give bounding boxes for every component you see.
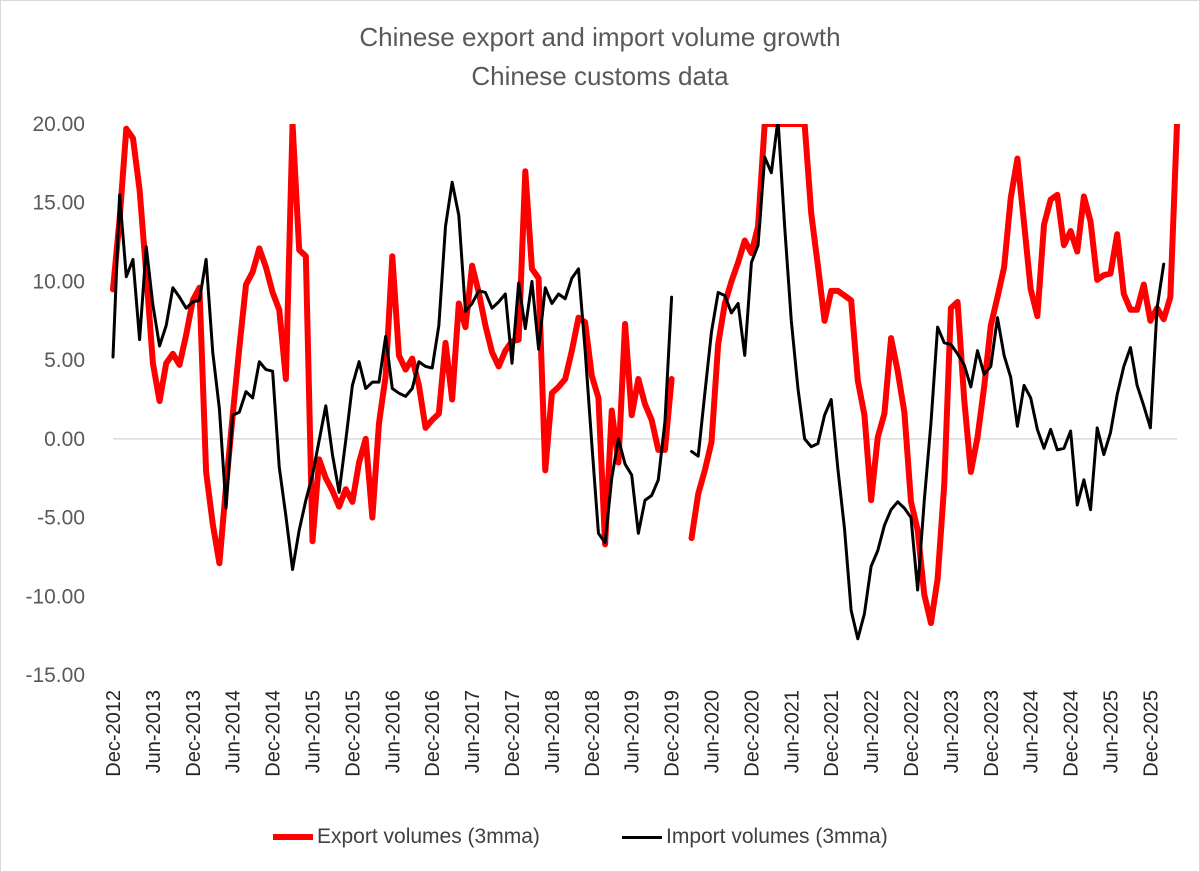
- y-tick-label: -5.00: [37, 507, 85, 530]
- y-tick-label: 15.00: [32, 192, 85, 215]
- x-tick-label: Dec-2013: [183, 690, 205, 777]
- x-tick-label: Dec-2023: [981, 690, 1003, 777]
- x-tick-label: Jun-2016: [382, 690, 404, 773]
- x-tick-label: Jun-2014: [223, 690, 245, 773]
- legend-swatch-export: [273, 834, 313, 840]
- legend-swatch-import: [622, 835, 662, 839]
- x-tick-label: Jun-2015: [303, 690, 325, 773]
- series-group: [110, 124, 1180, 641]
- x-tick-label: Jun-2021: [781, 690, 803, 773]
- x-axis-labels: Dec-2012 Jun-2013 Dec-2013 Jun-2014 Dec-2014…: [103, 690, 1162, 777]
- chart-title: Chinese export and import volume growth: [359, 22, 841, 52]
- x-tick-label: Jun-2019: [622, 690, 644, 773]
- x-tick-label: Dec-2024: [1061, 690, 1083, 777]
- x-tick-label: Jun-2025: [1101, 690, 1123, 773]
- legend-label-import: Import volumes (3mma): [666, 825, 888, 848]
- x-tick-label: Dec-2016: [422, 690, 444, 777]
- legend: Export volumes (3mma) Import volumes (3m…: [0, 822, 1200, 852]
- y-tick-label: 5.00: [44, 349, 85, 372]
- y-axis-labels: 20.00 15.00 10.00 5.00 0.00 -5.00 -10.00 -15.00: [25, 113, 85, 687]
- x-tick-label: Dec-2022: [901, 690, 923, 777]
- x-tick-label: Dec-2012: [103, 690, 125, 777]
- x-tick-label: Dec-2020: [741, 690, 763, 777]
- x-tick-label: Jun-2020: [702, 690, 724, 773]
- y-tick-label: -15.00: [25, 664, 85, 687]
- x-tick-label: Dec-2014: [263, 690, 285, 777]
- legend-item-import: Import volumes (3mma): [622, 822, 888, 852]
- x-tick-label: Dec-2021: [821, 690, 843, 777]
- x-tick-label: Dec-2015: [342, 690, 364, 777]
- x-tick-label: Jun-2024: [1021, 690, 1043, 773]
- y-tick-label: 10.00: [32, 270, 85, 293]
- y-tick-label: -10.00: [25, 585, 85, 608]
- x-tick-label: Jun-2018: [542, 690, 564, 773]
- x-tick-label: Dec-2017: [502, 690, 524, 777]
- x-tick-label: Dec-2018: [582, 690, 604, 777]
- x-tick-label: Jun-2017: [462, 690, 484, 773]
- x-tick-label: Jun-2013: [143, 690, 165, 773]
- x-tick-label: Dec-2025: [1140, 690, 1162, 777]
- legend-label-export: Export volumes (3mma): [317, 825, 540, 848]
- x-tick-label: Jun-2023: [941, 690, 963, 773]
- import-volumes-line: [111, 124, 1166, 641]
- x-tick-label: Jun-2022: [861, 690, 883, 773]
- y-tick-label: 20.00: [32, 113, 85, 136]
- chart-subtitle: Chinese customs data: [471, 61, 729, 91]
- x-tick-label: Dec-2019: [662, 690, 684, 777]
- export-volumes-line: [110, 124, 1180, 627]
- legend-item-export: Export volumes (3mma): [273, 822, 540, 852]
- y-tick-label: 0.00: [44, 428, 85, 451]
